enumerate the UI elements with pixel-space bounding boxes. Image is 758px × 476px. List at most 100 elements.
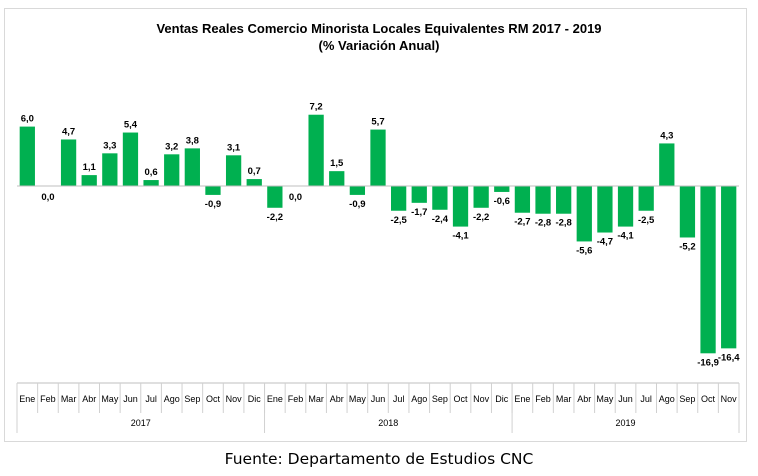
category-label: Nov bbox=[721, 394, 738, 404]
data-label: 1,1 bbox=[83, 162, 97, 173]
category-label: Abr bbox=[82, 394, 96, 404]
bar bbox=[349, 186, 366, 195]
data-label: -2,7 bbox=[514, 217, 530, 228]
data-label: 0,0 bbox=[41, 192, 54, 203]
category-label: Jul bbox=[393, 394, 405, 404]
data-label: 3,8 bbox=[186, 135, 199, 146]
category-label: Oct bbox=[206, 394, 221, 404]
category-label: Jul bbox=[145, 394, 157, 404]
category-label: May bbox=[101, 394, 119, 404]
bar bbox=[679, 186, 696, 238]
data-label: -2,2 bbox=[267, 212, 283, 223]
bar bbox=[19, 126, 35, 186]
category-label: Jun bbox=[123, 394, 138, 404]
bar bbox=[370, 129, 386, 186]
bar bbox=[556, 186, 572, 214]
data-label: -4,7 bbox=[597, 237, 613, 248]
data-label: -1,7 bbox=[411, 207, 427, 218]
category-label: Nov bbox=[473, 394, 490, 404]
category-label: Sep bbox=[184, 394, 200, 404]
bar bbox=[700, 186, 716, 354]
category-label: Dic bbox=[495, 394, 508, 404]
data-label: 3,2 bbox=[165, 141, 178, 152]
data-label: 0,6 bbox=[144, 167, 157, 178]
category-label: Ene bbox=[19, 394, 35, 404]
data-label: -2,2 bbox=[473, 212, 489, 223]
data-label: -2,8 bbox=[535, 218, 551, 229]
data-label: -2,4 bbox=[432, 214, 449, 225]
bar bbox=[308, 114, 324, 186]
bar bbox=[411, 186, 427, 203]
bar bbox=[267, 186, 283, 208]
data-label: 0,0 bbox=[289, 192, 302, 203]
bar bbox=[617, 186, 634, 227]
data-label: 7,2 bbox=[310, 102, 323, 113]
category-label: Feb bbox=[40, 394, 56, 404]
category-label: Sep bbox=[679, 394, 695, 404]
category-label: Jul bbox=[640, 394, 652, 404]
category-label: Abr bbox=[330, 394, 344, 404]
category-label: Ago bbox=[411, 394, 427, 404]
bar bbox=[535, 186, 551, 214]
year-label: 2019 bbox=[616, 418, 636, 428]
data-label: -0,9 bbox=[205, 199, 221, 210]
bar bbox=[81, 175, 97, 186]
bar-chart: 6,0 0,0 4,7 1,1 3,3 5,4 0,6 3,2 3,8 -0,9 3,1 0,7 -2,… bbox=[16, 102, 740, 433]
source-note: Fuente: Departamento de Estudios CNC bbox=[224, 450, 534, 468]
category-label: Mar bbox=[308, 394, 324, 404]
category-label: Feb bbox=[535, 394, 551, 404]
bar bbox=[246, 179, 262, 186]
bar bbox=[514, 186, 531, 213]
chart-subtitle: (% Variación Anual) bbox=[318, 38, 440, 53]
data-label: 6,0 bbox=[21, 114, 34, 125]
bar bbox=[143, 180, 159, 186]
bar bbox=[597, 186, 613, 233]
data-label: -16,9 bbox=[697, 357, 719, 368]
category-label: Feb bbox=[288, 394, 304, 404]
year-label: 2018 bbox=[378, 418, 398, 428]
year-label: 2017 bbox=[131, 418, 151, 428]
bar bbox=[164, 154, 180, 186]
bar bbox=[102, 153, 118, 186]
data-label: 4,7 bbox=[62, 126, 75, 137]
chart-title: Ventas Reales Comercio Minorista Locales… bbox=[156, 21, 602, 36]
category-label: Dic bbox=[248, 394, 261, 404]
data-label: -2,8 bbox=[555, 218, 571, 229]
category-label: May bbox=[349, 394, 367, 404]
data-label: -5,2 bbox=[679, 241, 695, 252]
bar bbox=[432, 186, 448, 210]
data-label: 5,4 bbox=[124, 120, 138, 131]
category-label: Mar bbox=[556, 394, 572, 404]
chart-frame bbox=[4, 8, 747, 442]
data-label: -4,1 bbox=[617, 231, 634, 242]
data-label: -5,6 bbox=[576, 245, 592, 256]
bar bbox=[391, 186, 407, 211]
data-label: 5,7 bbox=[371, 117, 384, 128]
category-label: Abr bbox=[577, 394, 591, 404]
data-label: -2,5 bbox=[390, 215, 407, 226]
bar bbox=[659, 143, 675, 186]
data-label: 1,5 bbox=[330, 158, 344, 169]
category-label: Ene bbox=[267, 394, 283, 404]
data-label: 4,3 bbox=[660, 130, 673, 141]
bar bbox=[122, 132, 139, 186]
category-label: Sep bbox=[432, 394, 448, 404]
category-label: May bbox=[596, 394, 614, 404]
bar bbox=[225, 155, 242, 186]
data-label: -0,9 bbox=[349, 199, 365, 210]
bar bbox=[184, 148, 200, 186]
bar bbox=[494, 186, 510, 192]
category-label: Oct bbox=[701, 394, 716, 404]
data-label: 3,1 bbox=[227, 142, 241, 153]
bar bbox=[638, 186, 654, 211]
data-label: -4,1 bbox=[452, 231, 469, 242]
category-label: Mar bbox=[61, 394, 77, 404]
bar bbox=[452, 186, 469, 227]
bar bbox=[60, 139, 77, 186]
data-label: -2,5 bbox=[638, 215, 655, 226]
bar bbox=[205, 186, 221, 195]
category-label: Jun bbox=[371, 394, 386, 404]
data-label: 3,3 bbox=[103, 140, 116, 151]
category-label: Jun bbox=[618, 394, 633, 404]
category-label: Nov bbox=[226, 394, 243, 404]
